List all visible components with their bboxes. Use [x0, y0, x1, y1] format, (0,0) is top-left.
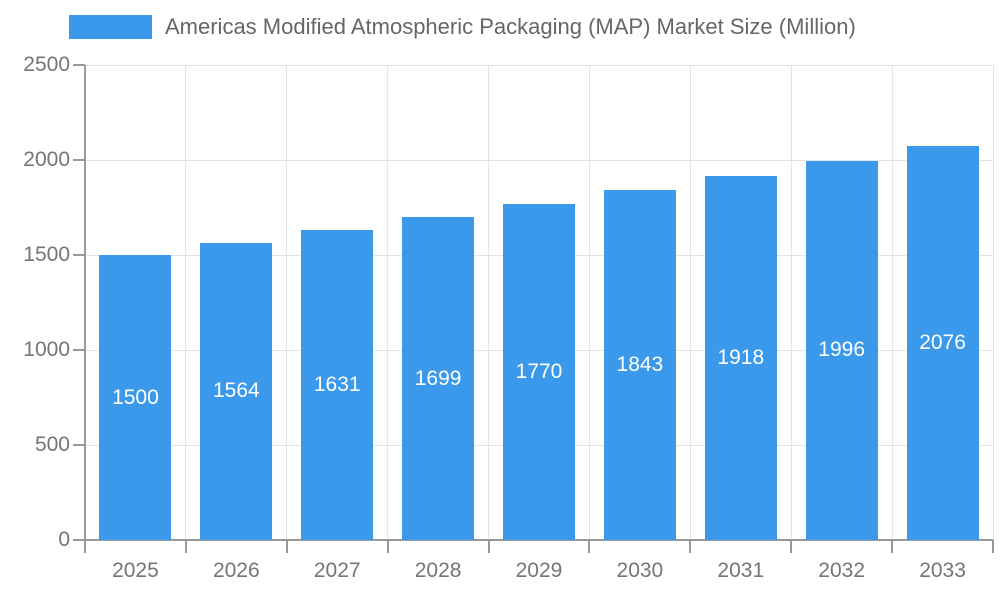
bar[interactable]: 1996	[805, 160, 878, 540]
x-tick-label: 2027	[313, 559, 361, 582]
legend-item[interactable]: Americas Modified Atmospheric Packaging …	[69, 14, 856, 40]
x-axis-tick	[992, 540, 994, 553]
y-tick-label: 2500	[23, 53, 70, 76]
chart-title: Americas Modified Atmospheric Packaging …	[165, 14, 856, 39]
legend-swatch	[69, 15, 152, 39]
bar-value-label: 1631	[313, 373, 361, 397]
v-gridline	[891, 65, 893, 540]
v-gridline	[689, 65, 691, 540]
bar-value-label: 1770	[515, 359, 563, 383]
x-axis-tick	[891, 540, 894, 553]
bar-value-label: 1996	[818, 338, 866, 362]
y-axis-tick	[73, 159, 85, 161]
y-axis-tick	[73, 349, 85, 351]
y-tick-label: 1500	[23, 243, 70, 266]
x-tick-label: 2029	[515, 559, 563, 582]
bar[interactable]: 1843	[603, 189, 676, 540]
bar-value-label: 1500	[112, 385, 159, 409]
y-tick-label: 0	[58, 528, 70, 551]
y-axis-tick	[73, 64, 85, 66]
y-axis-tick	[73, 539, 85, 541]
y-axis-tick	[73, 254, 85, 256]
x-axis-tick	[84, 540, 86, 553]
x-tick-label: 2032	[818, 559, 866, 582]
bar[interactable]: 1500	[99, 255, 172, 540]
v-gridline	[992, 65, 994, 540]
y-axis-tick	[73, 444, 85, 446]
x-axis-tick	[588, 540, 591, 553]
bar[interactable]: 2076	[906, 145, 979, 540]
v-gridline	[286, 65, 288, 540]
bar[interactable]: 1631	[301, 230, 374, 540]
x-axis-tick	[386, 540, 389, 553]
y-axis-line	[84, 65, 86, 540]
h-gridline	[85, 159, 993, 161]
x-tick-label: 2025	[112, 559, 159, 582]
x-tick-label: 2031	[717, 559, 765, 582]
x-axis-line	[85, 539, 993, 541]
bar[interactable]: 1564	[200, 242, 273, 540]
h-gridline	[85, 64, 993, 66]
v-gridline	[185, 65, 187, 540]
y-tick-label: 2000	[23, 148, 70, 171]
x-tick-label: 2030	[616, 559, 664, 582]
v-gridline	[790, 65, 792, 540]
bar-value-label: 1843	[616, 352, 664, 376]
v-gridline	[387, 65, 389, 540]
bar[interactable]: 1770	[503, 203, 575, 540]
v-gridline	[488, 65, 490, 540]
x-axis-tick	[689, 540, 692, 553]
x-axis-tick	[487, 540, 490, 553]
bar[interactable]: 1918	[704, 175, 777, 540]
x-tick-label: 2033	[919, 559, 966, 582]
x-tick-label: 2028	[414, 559, 462, 582]
bar[interactable]: 1699	[402, 217, 475, 540]
y-tick-label: 1000	[23, 338, 70, 361]
v-gridline	[588, 65, 590, 540]
bar-value-label: 1564	[212, 379, 260, 403]
x-axis-tick	[285, 540, 288, 553]
x-axis-tick	[790, 540, 793, 553]
plot-area: 0 500 1000 1500 2000 2500 1500 2025 1564 2026 1631…	[23, 53, 994, 582]
y-tick-label: 500	[34, 433, 70, 456]
bar-value-label: 1918	[717, 345, 765, 369]
x-axis-tick	[184, 540, 187, 553]
bar-value-label: 1699	[414, 366, 462, 390]
bar-value-label: 2076	[919, 330, 966, 354]
x-tick-label: 2026	[212, 559, 260, 582]
